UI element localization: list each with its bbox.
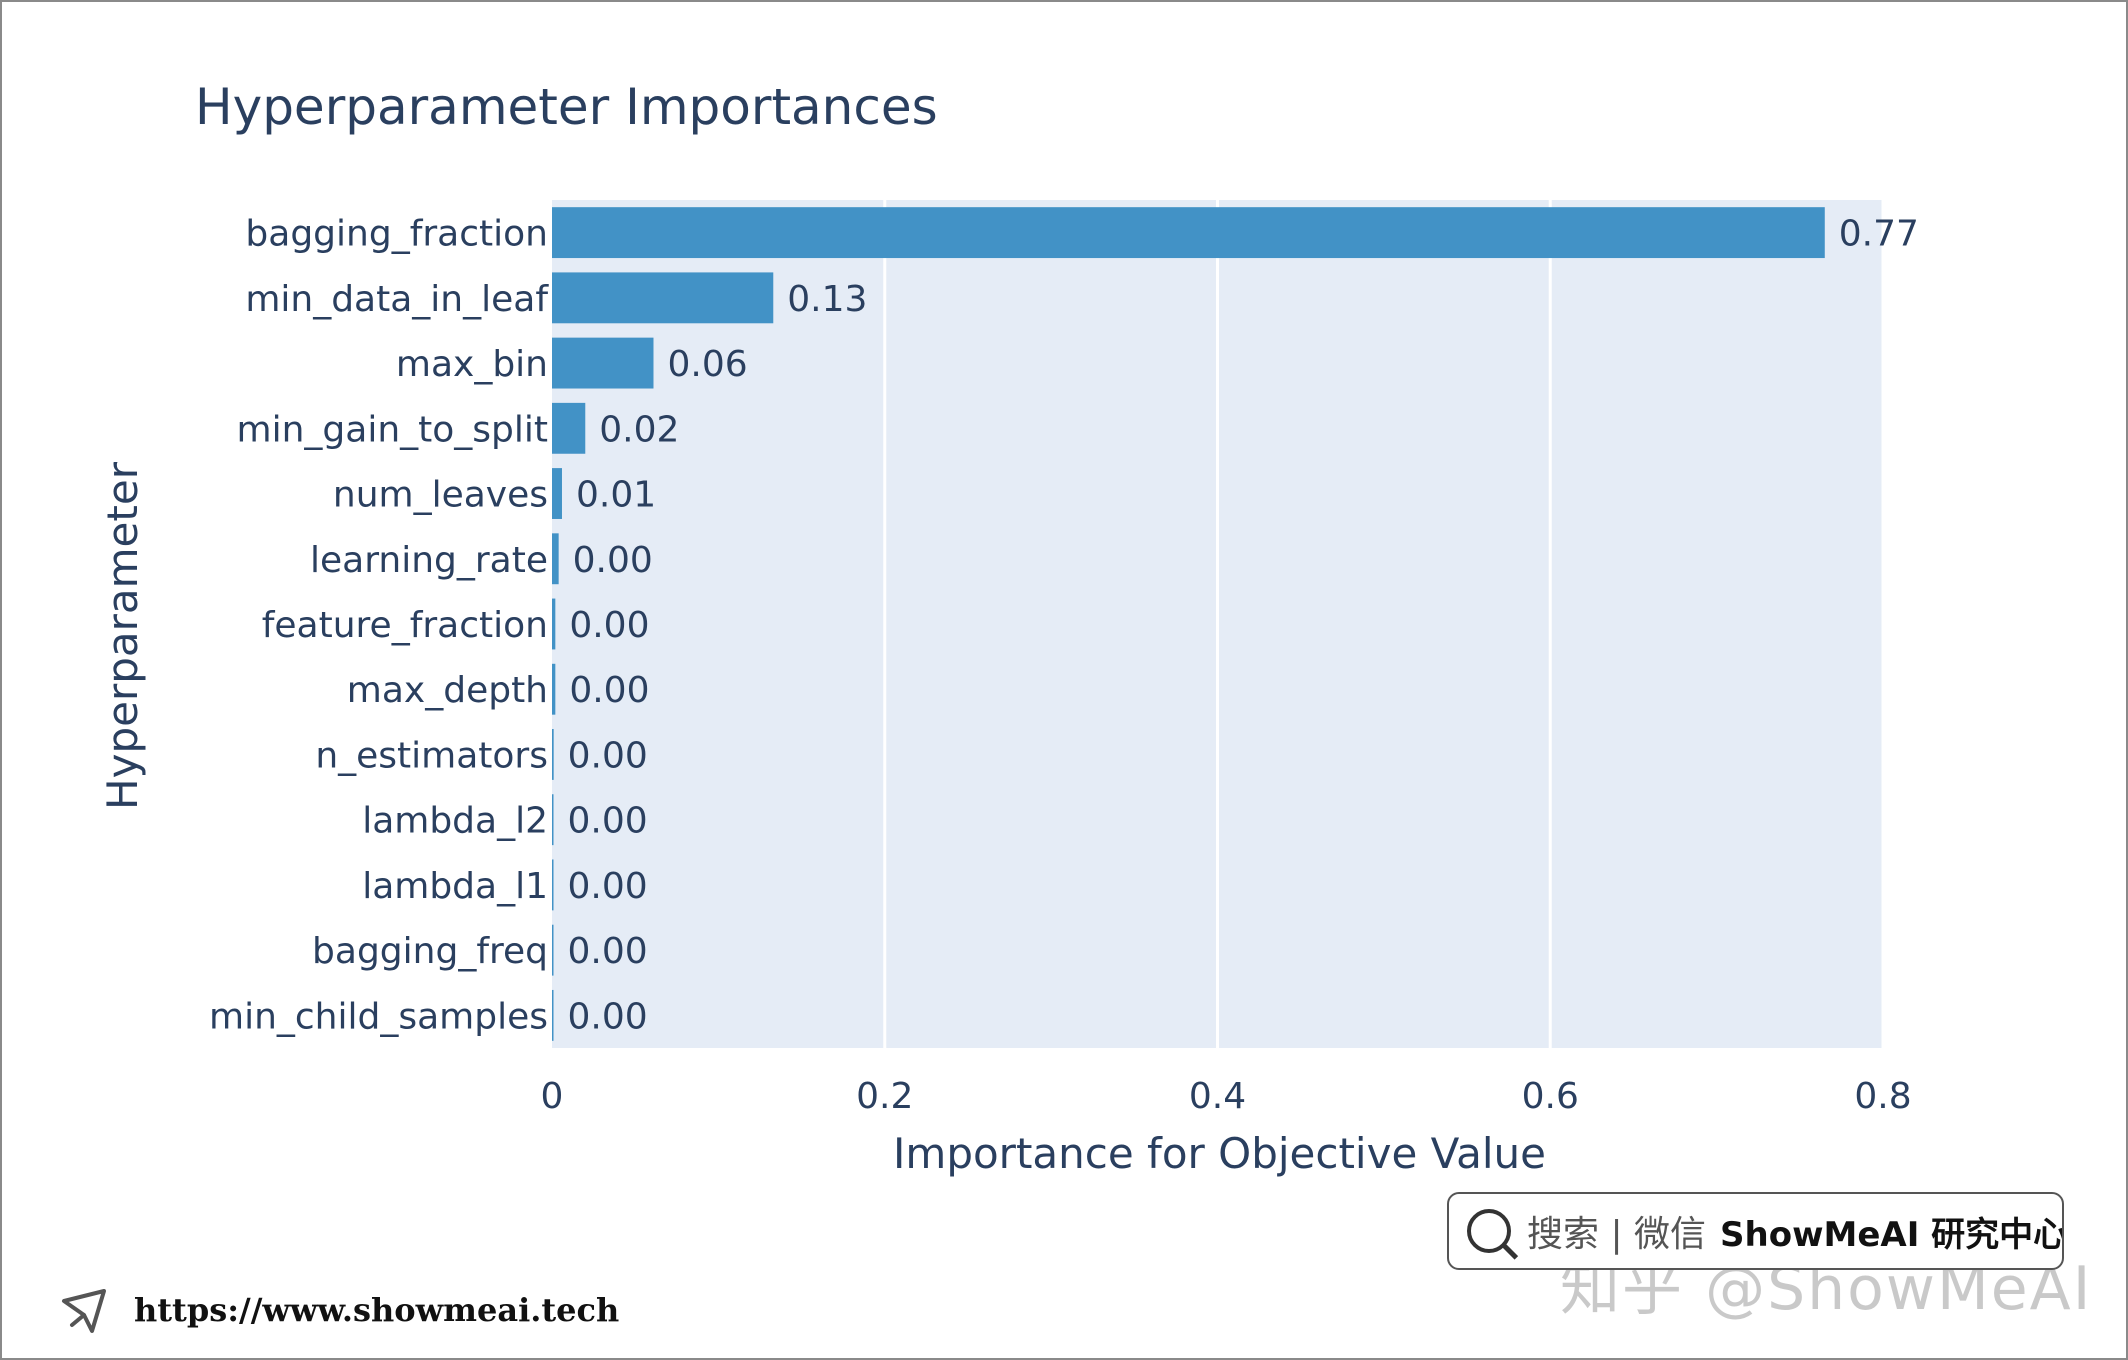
x-tick-label: 0.2 — [856, 1076, 913, 1117]
bar-value-label: 0.00 — [568, 735, 648, 776]
x-tick-label: 0.6 — [1522, 1076, 1579, 1117]
y-axis-label: Hyperparameter — [98, 461, 147, 810]
bar — [552, 729, 554, 780]
bar — [552, 533, 559, 585]
y-tick-label: bagging_fraction — [245, 214, 548, 255]
y-tick-label: num_leaves — [333, 475, 548, 516]
bar — [552, 337, 654, 389]
y-tick-label: max_depth — [347, 670, 548, 711]
bar — [552, 924, 554, 976]
bar-value-label: 0.00 — [568, 996, 648, 1037]
x-tick-label: 0.8 — [1854, 1076, 1911, 1117]
y-tick-label: min_gain_to_split — [237, 409, 548, 450]
x-axis-label: Importance for Objective Value — [893, 1129, 1546, 1178]
y-tick-label: feature_fraction — [262, 605, 548, 646]
bar-value-label: 0.02 — [599, 409, 679, 450]
bar-value-label: 0.00 — [569, 670, 649, 711]
bar — [552, 794, 554, 846]
bar — [552, 468, 562, 519]
x-tick-label: 0 — [541, 1076, 564, 1117]
bar — [552, 663, 556, 715]
chart-title: Hyperparameter Importances — [195, 78, 938, 136]
y-tick-label: lambda_l2 — [362, 801, 548, 842]
y-tick-label: learning_rate — [310, 540, 548, 581]
bar-value-label: 0.00 — [569, 605, 649, 646]
y-tick-label: max_bin — [396, 344, 548, 385]
bar — [552, 859, 554, 911]
bar — [552, 598, 556, 650]
bar — [552, 989, 554, 1041]
y-tick-label: min_child_samples — [209, 996, 548, 1037]
y-tick-label: bagging_freq — [312, 931, 548, 972]
bar-value-label: 0.00 — [568, 931, 648, 972]
bar-value-label: 0.00 — [573, 540, 653, 581]
cursor-icon — [62, 1289, 106, 1333]
watermark-brand: ShowMeAI 研究中心 — [1720, 1214, 2064, 1255]
bar-value-label: 0.01 — [576, 475, 656, 516]
footer: https://www.showmeai.tech — [58, 1285, 619, 1335]
y-tick-label: min_data_in_leaf — [245, 279, 549, 320]
bar-value-label: 0.06 — [667, 344, 747, 385]
watermark-search-box: 搜索 | 微信 ShowMeAI 研究中心 — [1447, 1192, 2064, 1270]
bar — [552, 402, 586, 454]
bar — [552, 207, 1825, 259]
bar — [552, 272, 774, 324]
bar-value-label: 0.77 — [1839, 214, 1919, 255]
bar-value-label: 0.00 — [568, 866, 648, 907]
footer-url[interactable]: https://www.showmeai.tech — [134, 1291, 620, 1329]
bar-value-label: 0.00 — [568, 801, 648, 842]
x-tick-label: 0.4 — [1189, 1076, 1246, 1117]
y-tick-label: n_estimators — [315, 735, 548, 776]
y-tick-label: lambda_l1 — [362, 866, 548, 907]
watermark-search-text: 搜索 | 微信 — [1527, 1214, 1707, 1255]
search-icon — [1467, 1209, 1511, 1253]
bar-value-label: 0.13 — [787, 279, 867, 320]
